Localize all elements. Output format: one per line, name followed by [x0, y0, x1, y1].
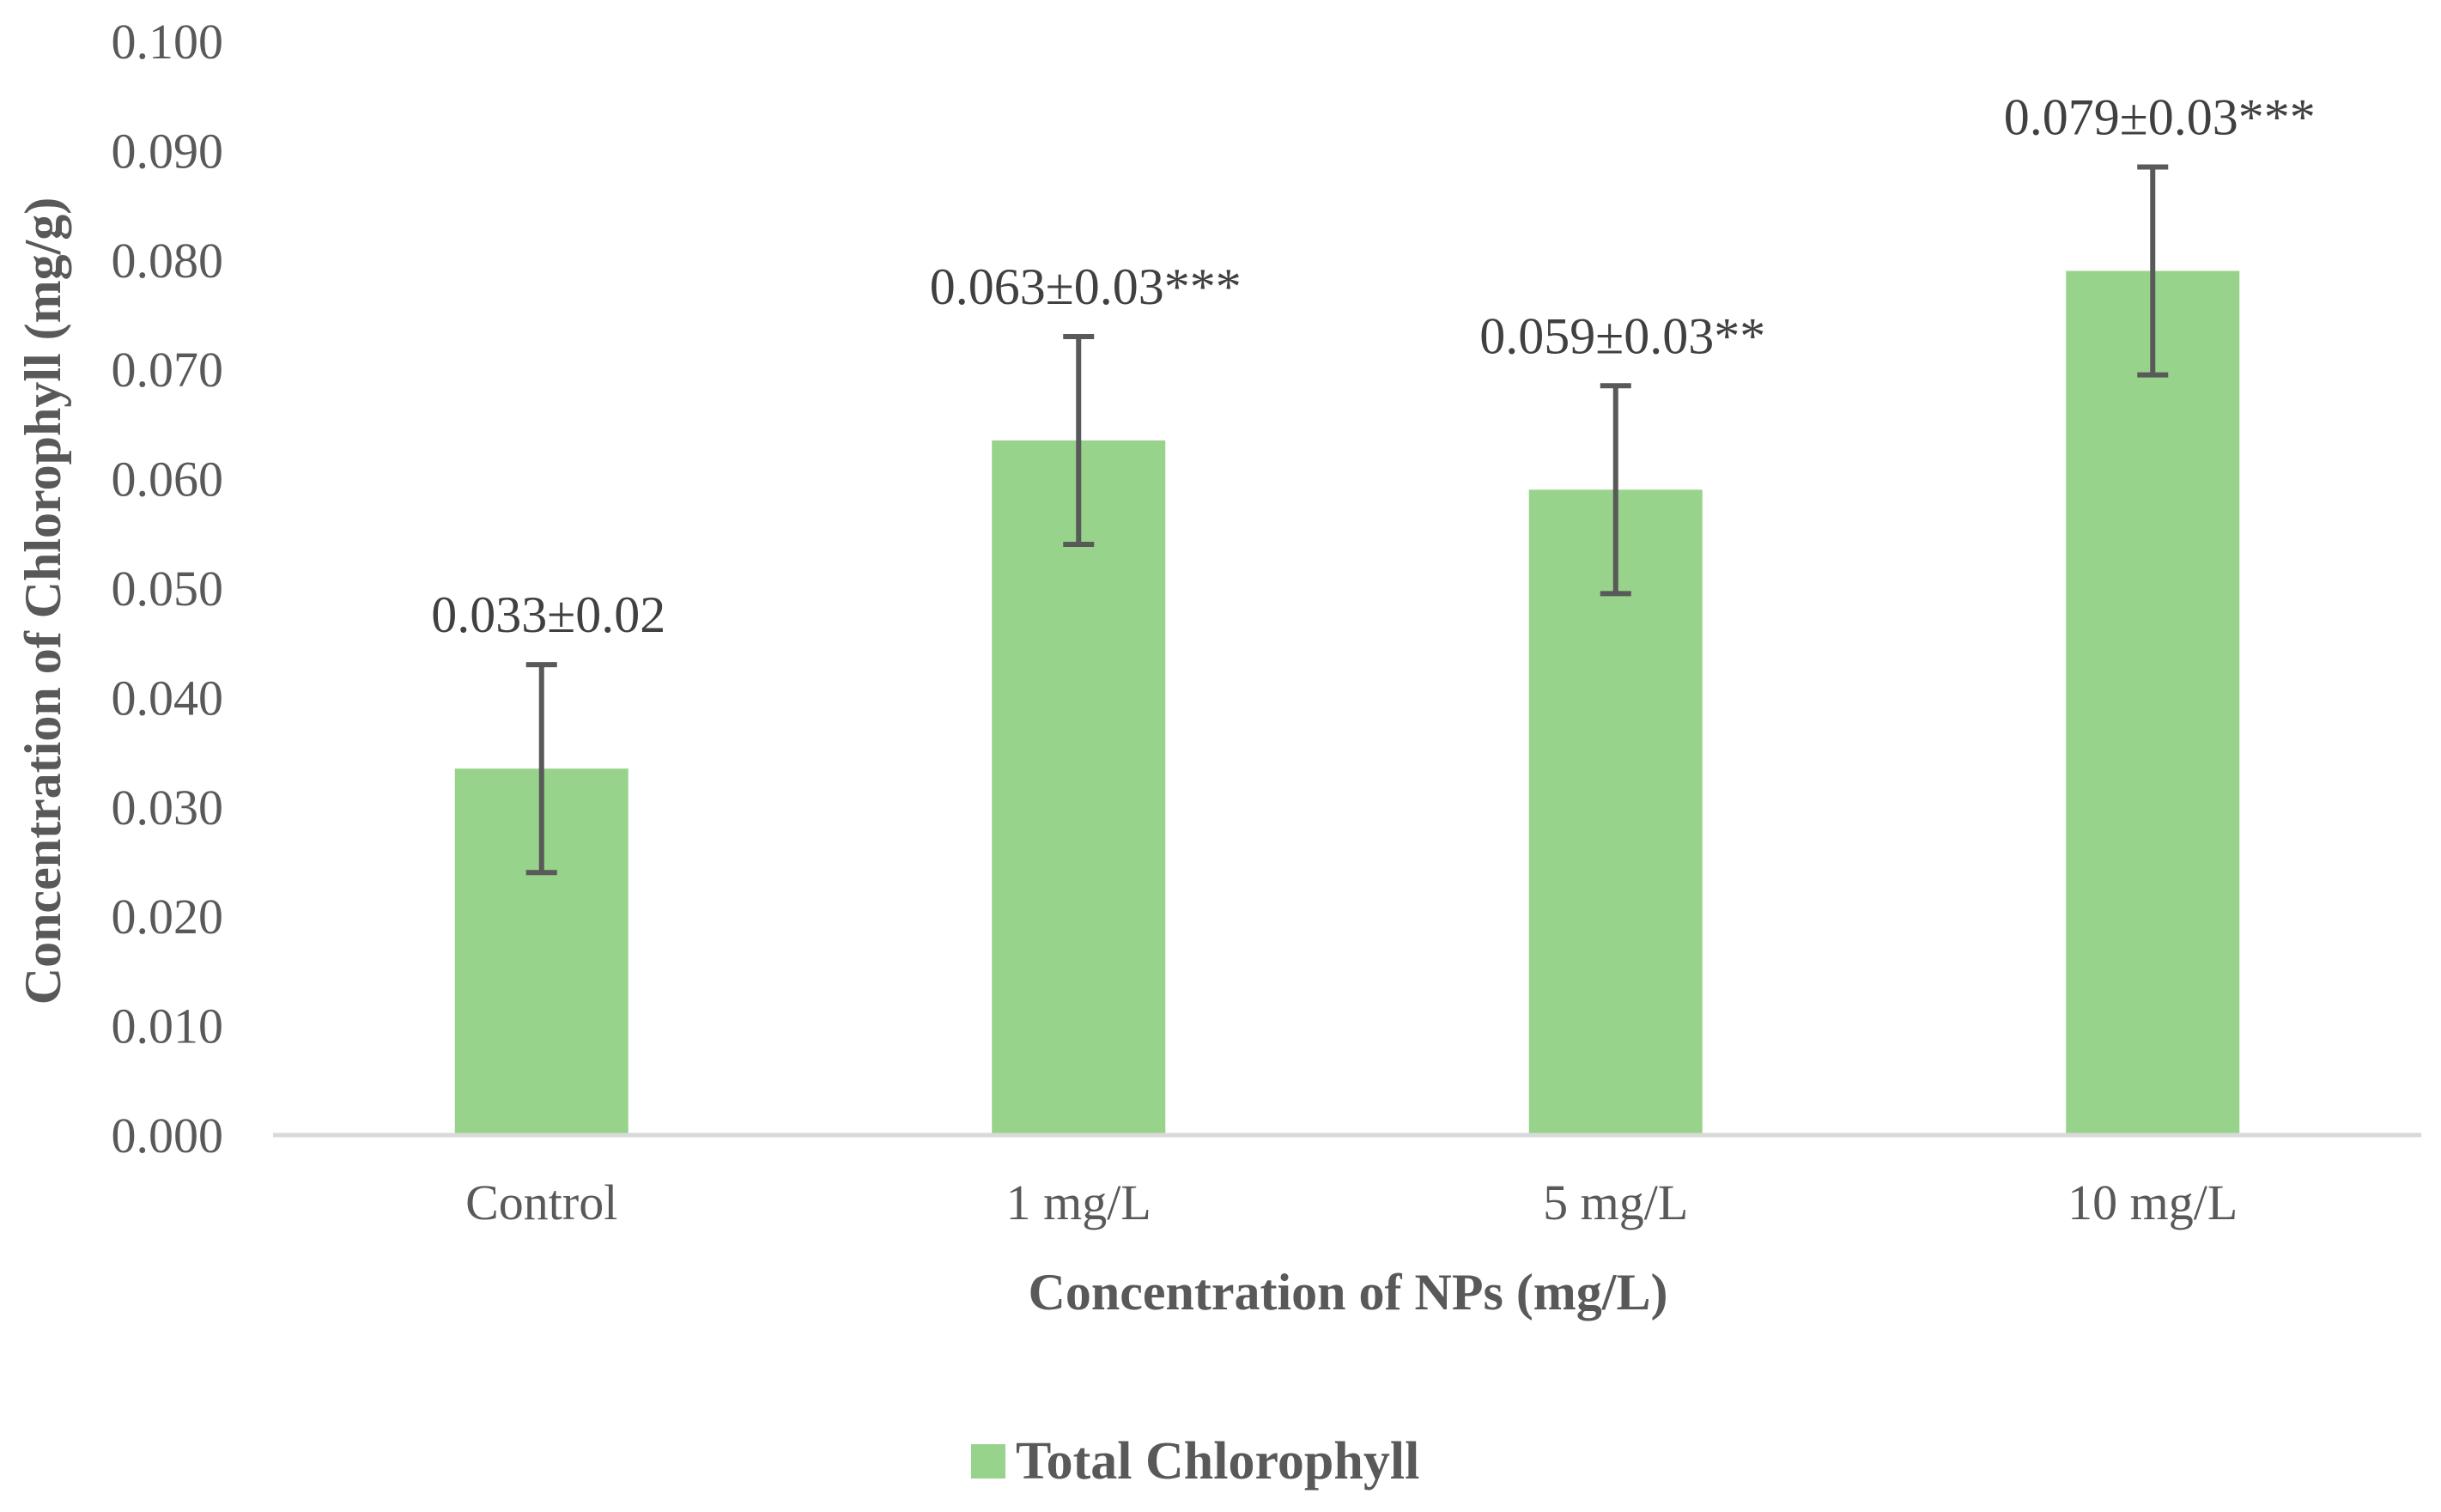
error-bars [525, 164, 2169, 876]
y-tick-label: 0.030 [112, 780, 224, 835]
legend-swatch [971, 1444, 1005, 1479]
data-label: 0.063±0.03*** [930, 258, 1242, 315]
data-label: 0.059±0.03** [1479, 307, 1765, 364]
y-tick-label: 0.080 [112, 233, 224, 288]
x-axis-ticks: Control 1 mg/L 5 mg/L 10 mg/L [465, 1175, 2238, 1230]
y-tick-label: 0.040 [112, 670, 224, 726]
bar [2066, 270, 2240, 1135]
y-tick-label: 0.000 [112, 1108, 224, 1163]
y-tick-label: 0.060 [112, 452, 224, 507]
y-tick-label: 0.050 [112, 561, 224, 616]
y-tick-label: 0.010 [112, 999, 224, 1054]
bar [992, 440, 1166, 1135]
x-tick-label: 1 mg/L [1006, 1175, 1151, 1230]
y-tick-label: 0.090 [112, 123, 224, 179]
y-axis-title: Concentration of Chlorophyll (mg/g) [15, 197, 71, 1005]
y-tick-label: 0.070 [112, 342, 224, 398]
x-axis-title: Concentration of NPs (mg/L) [1029, 1264, 1668, 1321]
bar [1528, 489, 1703, 1135]
x-tick-label: Control [465, 1175, 617, 1230]
y-tick-label: 0.020 [112, 889, 224, 944]
bars [454, 270, 2240, 1135]
data-label: 0.033±0.02 [431, 586, 665, 643]
x-tick-label: 5 mg/L [1543, 1175, 1688, 1230]
x-tick-label: 10 mg/L [2068, 1175, 2238, 1230]
legend-label: Total Chlorophyll [1016, 1432, 1419, 1491]
data-labels: 0.033±0.02 0.063±0.03*** 0.059±0.03** 0.079… [431, 89, 2315, 644]
legend: Total Chlorophyll [971, 1432, 1419, 1491]
data-label: 0.079±0.03*** [2004, 89, 2316, 146]
y-tick-label: 0.100 [112, 14, 224, 70]
y-axis-ticks: 0.000 0.010 0.020 0.030 0.040 0.050 0.060 0.070… [112, 14, 224, 1163]
